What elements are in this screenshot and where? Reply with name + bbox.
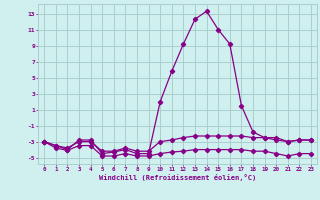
X-axis label: Windchill (Refroidissement éolien,°C): Windchill (Refroidissement éolien,°C) (99, 174, 256, 181)
